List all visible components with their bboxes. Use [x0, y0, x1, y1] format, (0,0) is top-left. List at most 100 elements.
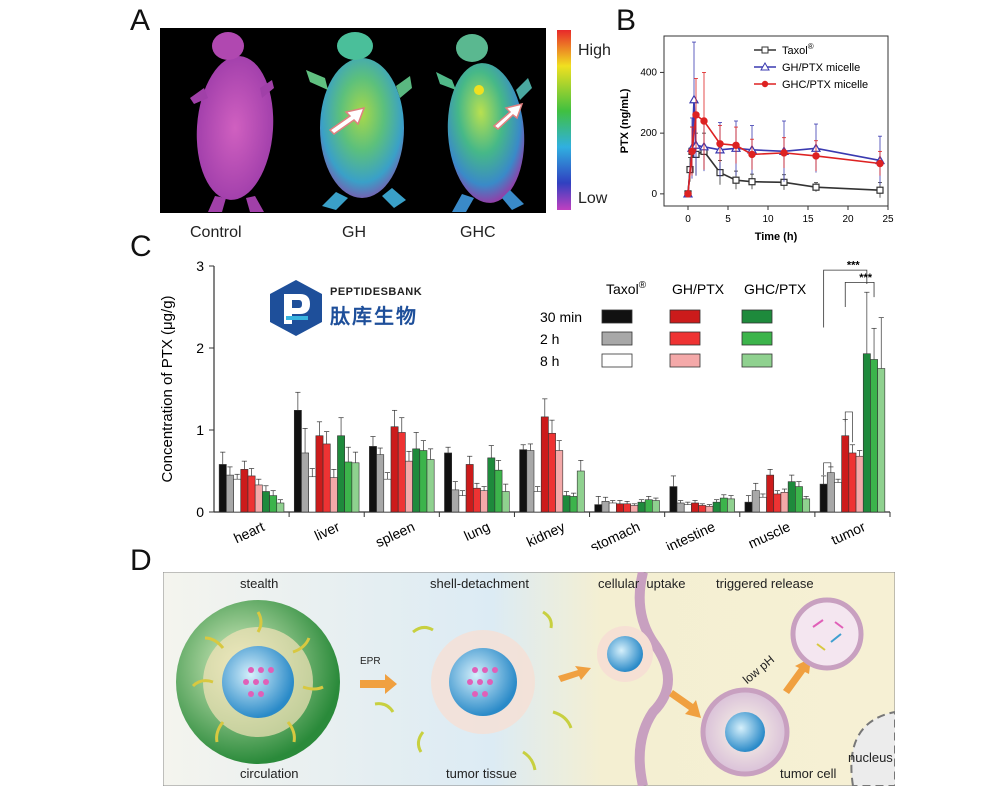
label-epr: EPR	[360, 656, 381, 667]
bar	[301, 452, 309, 513]
bar	[759, 496, 767, 513]
bar	[601, 501, 610, 513]
panel-d-schematic	[163, 572, 895, 786]
data-point	[876, 186, 884, 194]
bar	[240, 469, 249, 513]
data-point	[688, 147, 696, 156]
bar	[548, 432, 556, 513]
x-tick-label: 15	[802, 214, 814, 225]
label-nucleus: nucleus	[848, 750, 893, 765]
bar	[540, 416, 549, 513]
bar	[848, 452, 857, 513]
data-point	[876, 159, 884, 168]
bar	[719, 497, 728, 513]
uptake-micelle	[597, 626, 653, 682]
legend-sup: ®	[808, 42, 814, 51]
bar	[451, 489, 460, 513]
bar	[877, 368, 886, 513]
triggered-release-micelle	[790, 597, 864, 671]
label-gh: GH	[342, 224, 366, 241]
panel-letter-c: C	[130, 230, 152, 263]
label-circulation: circulation	[240, 766, 299, 781]
y-tick-label: 0	[651, 189, 657, 200]
bar	[458, 495, 467, 513]
bar	[644, 499, 653, 513]
legend-group-label: GHC/PTX	[744, 281, 807, 297]
scale-low-label: Low	[578, 190, 608, 207]
series-line	[687, 113, 881, 194]
bar	[533, 491, 542, 513]
x-tick-label: 5	[725, 214, 731, 225]
bar	[862, 353, 871, 513]
bar	[315, 435, 324, 513]
category-label: liver	[312, 518, 342, 543]
bar	[637, 501, 646, 513]
data-point	[684, 190, 692, 198]
logo-name-en: PEPTIDESBANK	[330, 286, 423, 298]
category-label: intestine	[663, 518, 717, 550]
legend-swatch	[741, 353, 773, 368]
data-point	[812, 183, 820, 191]
legend-group-label: GH/PTX	[672, 281, 725, 297]
data-point	[688, 94, 700, 104]
data-point	[692, 111, 700, 119]
y-tick-label: 0	[196, 504, 204, 520]
bar	[426, 459, 435, 513]
peptidesbank-logo: PEPTIDESBANK 肽库生物	[266, 278, 426, 338]
bar	[870, 359, 878, 513]
bar	[390, 426, 399, 513]
label-triggered-release: triggered release	[716, 576, 814, 591]
bar	[344, 461, 353, 513]
legend-time-label: 8 h	[540, 353, 559, 369]
label-control: Control	[190, 224, 242, 241]
significance-bracket	[823, 269, 868, 328]
y-axis-label: PTX (ng/mL)	[619, 88, 631, 153]
comparison-bracket	[823, 462, 832, 476]
legend-swatch	[669, 353, 701, 368]
category-label: kidney	[524, 518, 567, 550]
bar	[444, 452, 452, 513]
comparison-bracket	[844, 411, 853, 443]
label-ghc: GHC	[460, 224, 496, 241]
legend-swatch	[741, 331, 773, 346]
logo-name-cn: 肽库生物	[330, 304, 418, 328]
bar	[569, 496, 578, 513]
data-point	[748, 150, 756, 159]
bar	[254, 484, 263, 513]
y-tick-label: 3	[196, 258, 204, 274]
bar	[773, 493, 782, 513]
endosome	[700, 687, 790, 777]
legend-label: GHC/PTX micelle	[782, 79, 868, 91]
bar	[397, 432, 406, 513]
significance-label: ***	[859, 272, 873, 284]
legend-swatch	[601, 309, 633, 324]
epr-arrow-icon	[360, 674, 397, 694]
plot-frame	[663, 35, 889, 207]
label-cellular-uptake: cellular uptake	[598, 576, 686, 591]
scale-high-label: High	[578, 42, 611, 59]
bar	[780, 492, 789, 513]
bar	[519, 449, 528, 513]
bar	[744, 501, 753, 513]
arrow-icon	[783, 658, 811, 694]
bar	[419, 450, 428, 513]
data-point	[812, 152, 820, 160]
legend-label: Taxol®	[782, 42, 814, 57]
bar	[705, 505, 714, 513]
legend-time-label: 30 min	[540, 309, 582, 325]
category-label: lung	[461, 518, 492, 544]
significance-bracket	[844, 282, 875, 307]
bar	[218, 464, 227, 513]
bar	[233, 478, 242, 513]
bar	[669, 486, 678, 513]
bar	[652, 500, 660, 513]
bar	[576, 470, 585, 513]
bar	[594, 504, 603, 513]
category-label: tumor	[829, 518, 869, 548]
bar	[802, 498, 811, 513]
stealth-micelle	[176, 600, 340, 764]
shell-detachment-micelle	[374, 610, 573, 771]
bar	[329, 477, 338, 513]
arrow-icon	[669, 690, 701, 718]
bar	[676, 502, 685, 513]
